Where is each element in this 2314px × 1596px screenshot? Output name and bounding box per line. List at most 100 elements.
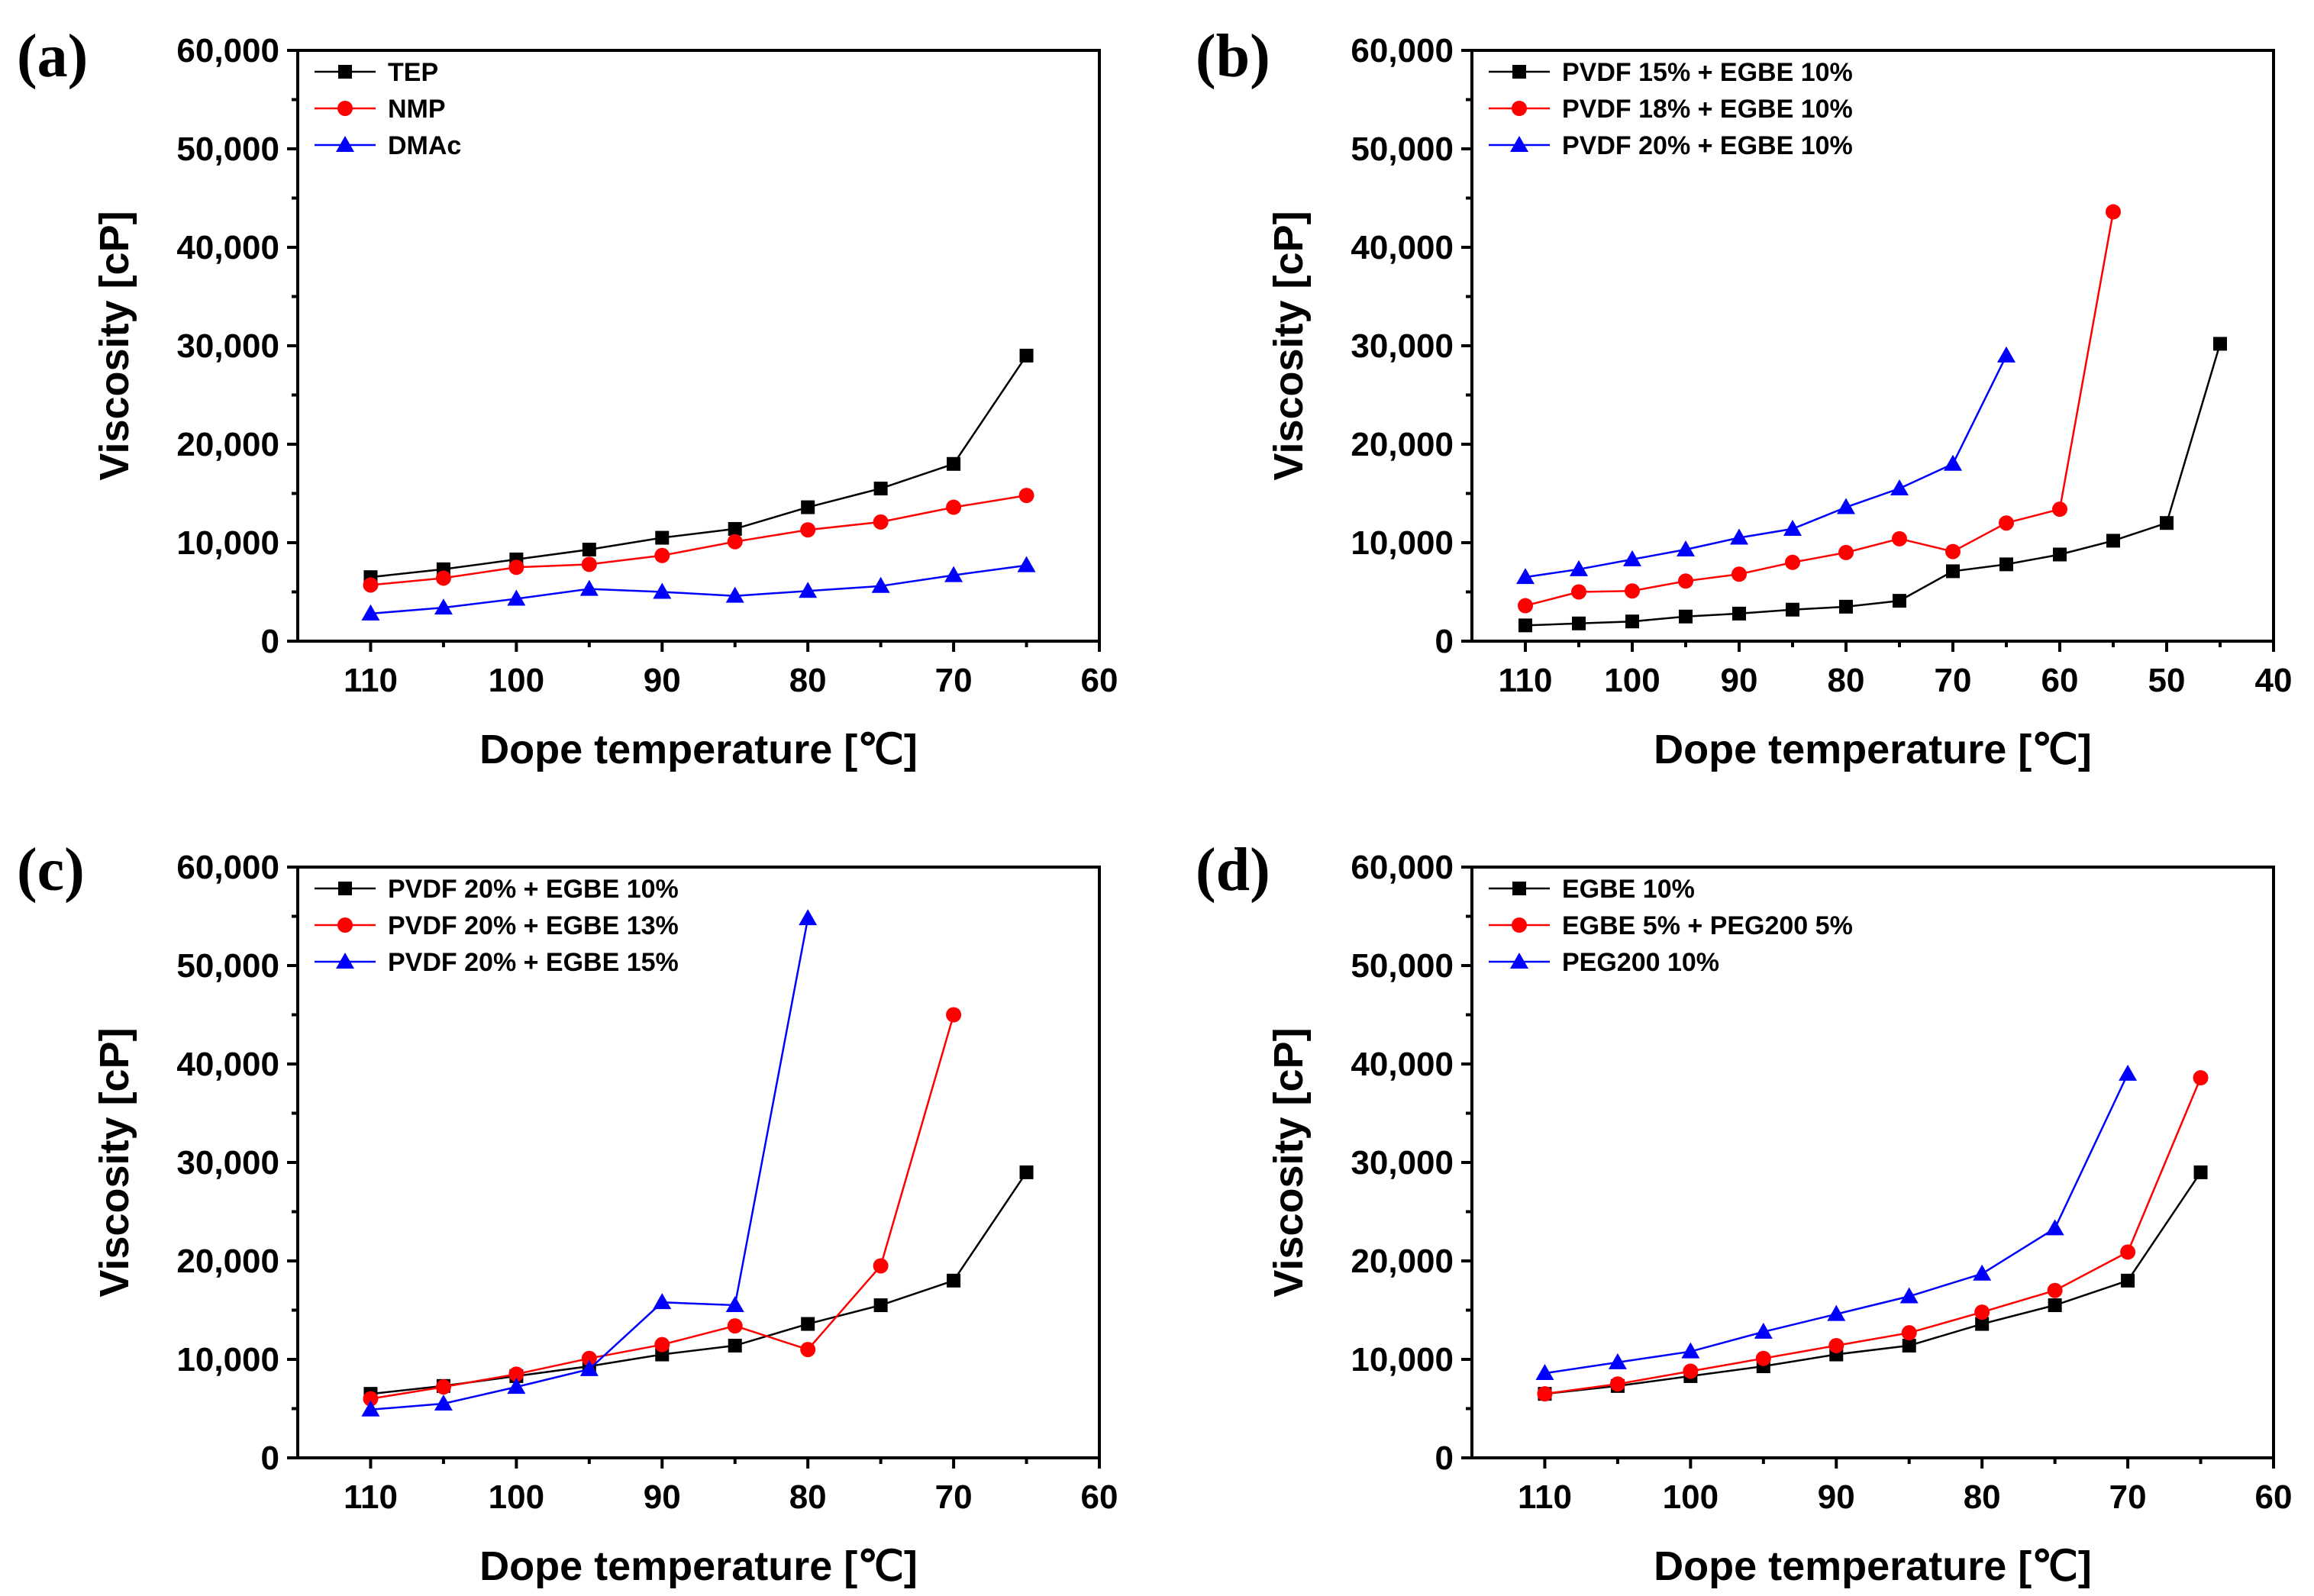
x-tick-label: 80 [789,1478,827,1516]
series-3 [1535,1064,2138,1381]
x-tick-label: 110 [1518,1478,1572,1516]
data-point [508,1366,524,1382]
series-1 [363,348,1034,585]
legend-marker [1512,101,1527,116]
x-tick-label: 40 [2255,662,2293,699]
data-point [800,1342,816,1358]
data-point [1535,1364,1554,1381]
y-tick-label: 50,000 [1351,947,1454,985]
y-tick-label: 60,000 [1351,849,1454,886]
data-point [363,577,379,593]
data-point [2193,1070,2209,1086]
series-line [1544,1172,2202,1395]
x-axis-title: Dope temperature [℃] [1654,1543,2092,1589]
data-point [653,1293,672,1310]
data-point [2120,1244,2136,1260]
series-line [370,917,809,1411]
panel-b: (b) 0 10,000 20,000 30,000 40,000 50,000 60,000… [1196,23,2292,772]
legend-entry: PVDF 15% + EGBE 10% [1489,58,1853,87]
data-point [1518,618,1532,633]
data-point [946,1007,962,1023]
data-point [1625,583,1640,599]
y-tick-label: 30,000 [176,327,279,365]
legend-label: NMP [388,95,446,124]
x-tick-label: 70 [935,1478,973,1516]
data-point [727,1318,743,1334]
data-point [800,522,816,538]
data-point [655,530,670,545]
data-point [2106,204,2121,220]
data-point [2160,516,2174,530]
data-point [1890,479,1909,496]
data-point [1609,1376,1625,1392]
series-line [370,564,1027,615]
x-tick-label: 110 [344,1478,398,1516]
legend-label: PVDF 20% + EGBE 10% [1562,131,1853,160]
panel-a: (a) 0 10,000 20,000 30,000 40,000 50,000 60,000… [17,23,1118,772]
data-point [579,579,599,596]
x-tick-label: 100 [489,1478,544,1516]
series-1 [1538,1165,2208,1401]
data-point [725,586,744,603]
data-point [2119,1064,2138,1081]
data-point [582,543,596,557]
legend-marker [337,917,353,933]
data-point [2106,534,2120,548]
data-point [1608,1353,1627,1369]
data-point [1902,1338,1916,1353]
legend-label: PVDF 20% + EGBE 15% [388,948,679,977]
legend-entry: TEP [315,58,438,87]
data-point [1754,1322,1773,1339]
legend-entry: PVDF 20% + EGBE 10% [315,875,679,904]
data-point [728,1338,742,1353]
series-line [370,1172,1028,1395]
legend-marker [338,882,352,895]
data-point [2213,337,2227,351]
x-tick-label: 100 [489,662,544,699]
data-point [1732,606,1746,621]
y-tick-label: 30,000 [1351,327,1454,365]
data-point [1946,564,1960,579]
data-point [725,1296,744,1313]
data-point [1730,528,1748,545]
data-point [1019,348,1034,363]
legend-label: TEP [388,58,438,87]
data-point [1783,519,1802,536]
data-point [873,514,889,530]
y-tick-label: 0 [1435,1440,1454,1477]
data-point [1837,498,1855,514]
data-point [1999,515,2014,531]
y-axis-title: Viscosity [cP] [1266,1027,1312,1297]
legend-marker [1510,136,1528,152]
legend-marker [338,65,352,79]
data-point [1975,1317,1990,1331]
data-point [1683,1363,1699,1379]
legend-marker [336,136,354,152]
legend-label: DMAc [388,131,461,160]
legend-entry: PEG200 10% [1489,948,1719,977]
legend-entry: EGBE 5% + PEG200 5% [1489,911,1853,940]
data-point [1828,1337,1844,1353]
x-tick-label: 60 [1081,1478,1118,1516]
data-point [1892,530,1907,547]
legend-label: EGBE 5% + PEG200 5% [1562,911,1853,940]
data-point [1518,598,1533,614]
y-tick-label: 0 [261,1440,279,1477]
data-point [1944,454,1962,471]
data-point [873,1258,889,1274]
series-line [1525,343,2222,627]
data-point [361,1400,380,1417]
y-tick-label: 20,000 [1351,1243,1454,1280]
y-tick-label: 60,000 [1351,32,1454,69]
series-1 [363,1165,1034,1401]
legend-marker [1512,65,1526,79]
data-point [946,499,962,515]
data-point [1537,1386,1553,1402]
legend-entry: PVDF 20% + EGBE 10% [1489,131,1853,160]
y-axis-title: Viscosity [cP] [1266,211,1312,480]
x-tick-label: 90 [644,1478,681,1516]
panel-label: (a) [17,23,88,90]
data-point [1681,1342,1700,1359]
series-line [370,355,1028,579]
data-point [1516,568,1535,585]
